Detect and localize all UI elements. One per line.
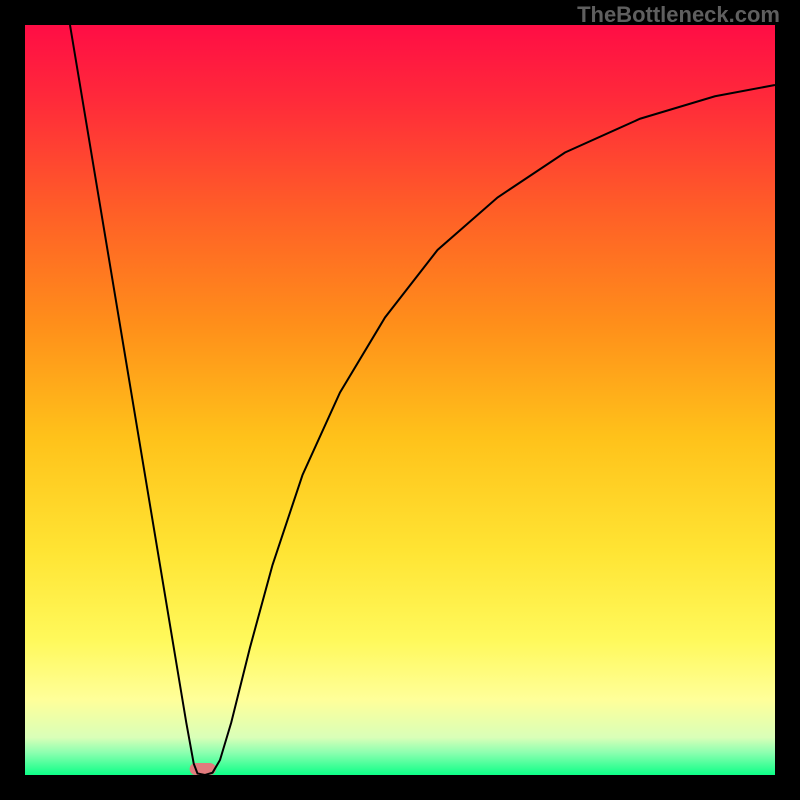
watermark-text: TheBottleneck.com <box>577 2 780 28</box>
watermark-label: TheBottleneck.com <box>577 2 780 27</box>
bottleneck-chart <box>0 0 800 800</box>
chart-plot-area <box>25 25 775 775</box>
